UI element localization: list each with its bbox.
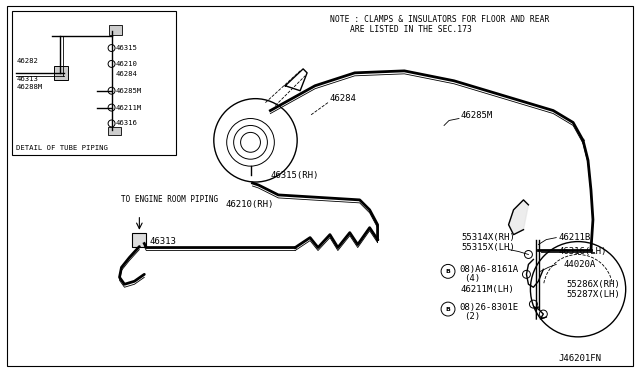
Bar bbox=[54, 66, 68, 80]
Text: 46211B: 46211B bbox=[558, 233, 591, 242]
Polygon shape bbox=[509, 200, 529, 235]
Text: 08)26-8301E: 08)26-8301E bbox=[459, 302, 518, 312]
Text: 46284: 46284 bbox=[116, 71, 138, 77]
Text: B: B bbox=[445, 269, 451, 274]
Bar bbox=[109, 25, 122, 35]
Text: 46211M: 46211M bbox=[116, 105, 142, 110]
Bar bbox=[12, 11, 176, 155]
Text: 46210(RH): 46210(RH) bbox=[226, 201, 274, 209]
Bar bbox=[132, 232, 147, 247]
Text: 46316(LH): 46316(LH) bbox=[558, 247, 607, 256]
Text: B: B bbox=[445, 307, 451, 312]
Circle shape bbox=[108, 104, 115, 111]
Text: 46211M(LH): 46211M(LH) bbox=[461, 285, 515, 294]
Text: 46285M: 46285M bbox=[116, 88, 142, 94]
Text: J46201FN: J46201FN bbox=[558, 354, 601, 363]
Text: 46284: 46284 bbox=[330, 94, 357, 103]
Text: 46313: 46313 bbox=[149, 237, 176, 246]
Text: ARE LISTED IN THE SEC.173: ARE LISTED IN THE SEC.173 bbox=[350, 25, 472, 34]
Text: 46285M: 46285M bbox=[461, 111, 493, 120]
Text: 55315X(LH): 55315X(LH) bbox=[461, 243, 515, 252]
Text: DETAIL OF TUBE PIPING: DETAIL OF TUBE PIPING bbox=[16, 145, 108, 151]
Circle shape bbox=[108, 45, 115, 51]
Text: 46315: 46315 bbox=[116, 45, 138, 51]
Text: NOTE : CLAMPS & INSULATORS FOR FLOOR AND REAR: NOTE : CLAMPS & INSULATORS FOR FLOOR AND… bbox=[330, 15, 549, 24]
Text: 46210: 46210 bbox=[116, 61, 138, 67]
Text: (4): (4) bbox=[464, 274, 480, 283]
Circle shape bbox=[108, 60, 115, 67]
Text: 44020A: 44020A bbox=[563, 260, 595, 269]
Circle shape bbox=[108, 87, 115, 94]
Text: TO ENGINE ROOM PIPING: TO ENGINE ROOM PIPING bbox=[122, 195, 219, 204]
Text: 08)A6-8161A: 08)A6-8161A bbox=[459, 265, 518, 274]
Bar bbox=[108, 128, 122, 135]
Text: 46288M: 46288M bbox=[16, 84, 42, 90]
Text: 46315(RH): 46315(RH) bbox=[270, 171, 319, 180]
Text: 55287X(LH): 55287X(LH) bbox=[566, 290, 620, 299]
Text: (2): (2) bbox=[464, 311, 480, 321]
Text: 46282: 46282 bbox=[16, 58, 38, 64]
Text: 55286X(RH): 55286X(RH) bbox=[566, 280, 620, 289]
Text: 55314X(RH): 55314X(RH) bbox=[461, 233, 515, 242]
Text: 46316: 46316 bbox=[116, 121, 138, 126]
Text: 46313: 46313 bbox=[16, 76, 38, 82]
Circle shape bbox=[108, 120, 115, 127]
